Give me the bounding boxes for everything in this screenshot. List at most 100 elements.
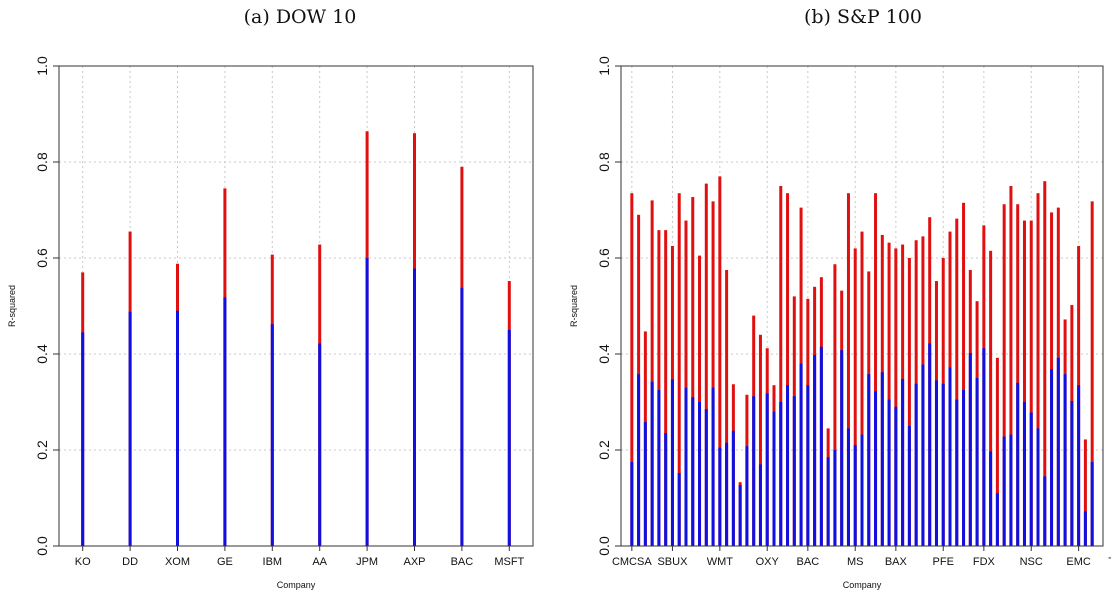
bar-blue <box>677 473 681 546</box>
x-tick-label: NSC <box>1020 556 1043 568</box>
bar-blue <box>826 457 830 546</box>
bar-blue <box>874 391 878 546</box>
bar-red <box>1022 220 1026 546</box>
bar-red <box>1029 220 1033 546</box>
bar-blue <box>1063 374 1067 546</box>
bar-red <box>786 193 790 546</box>
bar-red <box>630 193 634 546</box>
y-axis-title: R-squared <box>569 285 579 327</box>
x-tick-label: FDX <box>973 556 996 568</box>
bar-blue <box>1083 511 1087 546</box>
bar-red <box>1009 186 1013 546</box>
panel-a-title: (a) DOW 10 <box>243 6 357 28</box>
bar-blue <box>860 434 864 546</box>
bar-red <box>779 186 783 546</box>
bar-red <box>1016 204 1020 547</box>
bar-red <box>691 197 695 547</box>
bar-blue <box>318 343 322 546</box>
bar-blue <box>799 363 803 546</box>
bar-blue <box>128 311 132 546</box>
bar-red <box>657 230 661 546</box>
bar-blue <box>223 297 227 546</box>
y-tick-label: 0.0 <box>34 536 50 556</box>
bar-blue <box>792 396 796 546</box>
bar-blue <box>718 447 722 546</box>
bar-blue <box>1056 357 1060 546</box>
bar-blue <box>833 450 837 546</box>
plot-frame <box>620 65 1104 547</box>
bar-red <box>725 270 729 546</box>
bar-blue <box>786 385 790 546</box>
x-tick-label: BAC <box>451 556 474 568</box>
bar-red <box>677 193 681 546</box>
bar-red <box>1090 201 1094 547</box>
bar-red <box>853 248 857 546</box>
bar-blue <box>1050 369 1054 546</box>
bar-blue <box>1002 436 1006 546</box>
bar-blue <box>670 379 674 546</box>
bar-red <box>874 193 878 546</box>
bar-red <box>989 250 993 547</box>
bar-blue <box>1029 412 1033 546</box>
bar-blue <box>806 385 810 546</box>
bar-blue <box>894 406 898 546</box>
bar-blue <box>1090 462 1094 546</box>
bar-blue <box>630 462 634 546</box>
bar-blue <box>738 485 742 546</box>
x-tick-label: KO <box>75 556 91 568</box>
bar-red <box>1043 181 1047 546</box>
bar-blue <box>968 353 972 546</box>
bar-blue <box>846 428 850 546</box>
y-tick-label: 1.0 <box>34 56 50 76</box>
bar-blue <box>941 383 945 546</box>
x-tick-label: AA <box>312 556 327 568</box>
x-tick-label: WMT <box>707 556 734 568</box>
bar-blue <box>752 396 756 546</box>
x-tick-label: PFE <box>933 556 954 568</box>
x-tick-label: SBUX <box>657 556 688 568</box>
bar-blue <box>657 390 661 546</box>
bar-blue <box>901 378 905 546</box>
x-tick-label: XOM <box>165 556 190 568</box>
y-tick-label: 0.8 <box>34 152 50 172</box>
bar-red <box>1002 204 1006 547</box>
bar-blue <box>853 445 857 546</box>
bar-blue <box>1022 402 1026 546</box>
x-tick-label: MS <box>847 556 864 568</box>
bar-blue <box>698 402 702 546</box>
y-tick-label: 0.6 <box>596 248 612 268</box>
bar-red <box>955 218 959 546</box>
bar-red <box>758 334 762 546</box>
x-tick-label: IBM <box>263 556 283 568</box>
bar-blue <box>914 383 918 546</box>
bar-red <box>684 220 688 546</box>
x-tick-label: TXN <box>1108 556 1111 568</box>
bar-red <box>704 183 708 546</box>
bar-blue <box>779 402 783 546</box>
bar-blue <box>731 430 735 546</box>
x-tick-label: EMC <box>1066 556 1091 568</box>
panel-b-chart: 0.0 0.2 0.4 0.6 0.8 1.0 CMCSA SBUX WMT OXY BAC MS BA… <box>569 56 1111 590</box>
y-tick-label: 0.4 <box>596 344 612 364</box>
bar-blue <box>819 346 823 546</box>
bar-red <box>962 202 966 547</box>
bar-blue <box>840 350 844 546</box>
y-tick-label: 0.2 <box>596 440 612 460</box>
bar-blue <box>365 258 369 546</box>
bar-blue <box>81 332 85 546</box>
x-tick-label: OXY <box>756 556 780 568</box>
y-tick-label: 0.6 <box>34 248 50 268</box>
bar-blue <box>1070 401 1074 546</box>
y-tick-label: 0.0 <box>596 536 612 556</box>
bar-blue <box>921 364 925 546</box>
bar-blue <box>813 354 817 546</box>
x-tick-label: DD <box>122 556 138 568</box>
bar-red <box>698 255 702 546</box>
y-axis-title: R-squared <box>7 285 17 327</box>
bar-blue <box>1036 428 1040 546</box>
bar-blue <box>928 343 932 546</box>
bar-blue <box>758 464 762 546</box>
bar-blue <box>887 399 891 546</box>
bar-blue <box>413 268 416 546</box>
x-tick-label: GE <box>217 556 233 568</box>
